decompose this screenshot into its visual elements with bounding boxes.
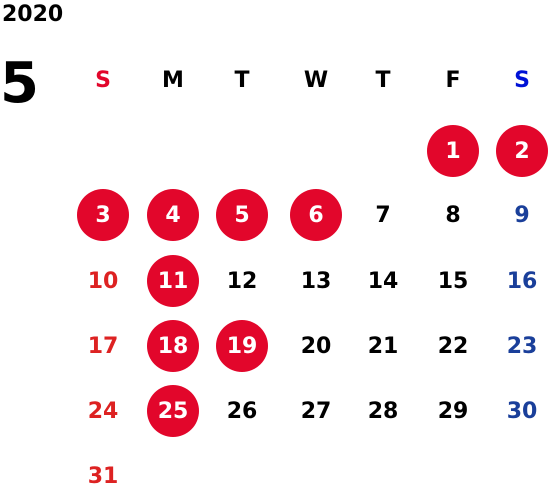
weekday-header-wed: W	[303, 68, 329, 93]
date-cell: 13	[300, 268, 332, 294]
date-cell: 21	[367, 333, 399, 359]
date-cell: 14	[367, 268, 399, 294]
weekday-header-thu: T	[375, 68, 391, 93]
weekday-header-sat: S	[514, 68, 530, 93]
date-cell: 30	[506, 398, 538, 424]
date-cell: 29	[437, 398, 469, 424]
holiday-date-cell: 6	[290, 189, 342, 241]
holiday-date-cell: 4	[147, 189, 199, 241]
date-cell: 10	[87, 268, 119, 294]
date-cell: 17	[87, 333, 119, 359]
date-cell: 9	[514, 202, 530, 228]
weekday-header-sun: S	[95, 68, 111, 93]
weekday-header-fri: F	[445, 68, 461, 93]
holiday-date-cell: 5	[216, 189, 268, 241]
date-cell: 7	[375, 202, 391, 228]
holiday-date-cell: 25	[147, 385, 199, 437]
holiday-date-cell: 1	[427, 125, 479, 177]
holiday-date-cell: 2	[496, 125, 548, 177]
weekday-header-tue: T	[234, 68, 250, 93]
date-cell: 15	[437, 268, 469, 294]
date-cell: 23	[506, 333, 538, 359]
date-cell: 24	[87, 398, 119, 424]
date-cell: 31	[87, 463, 119, 489]
date-cell: 27	[300, 398, 332, 424]
date-cell: 22	[437, 333, 469, 359]
holiday-date-cell: 3	[77, 189, 129, 241]
date-cell: 28	[367, 398, 399, 424]
holiday-date-cell: 19	[216, 320, 268, 372]
holiday-date-cell: 11	[147, 255, 199, 307]
date-cell: 12	[226, 268, 258, 294]
weekday-header-mon: M	[162, 68, 184, 93]
holiday-date-cell: 18	[147, 320, 199, 372]
date-cell: 8	[445, 202, 461, 228]
month-number: 5	[0, 51, 39, 116]
date-cell: 26	[226, 398, 258, 424]
date-cell: 20	[300, 333, 332, 359]
date-cell: 16	[506, 268, 538, 294]
year-label: 2020	[2, 2, 64, 27]
